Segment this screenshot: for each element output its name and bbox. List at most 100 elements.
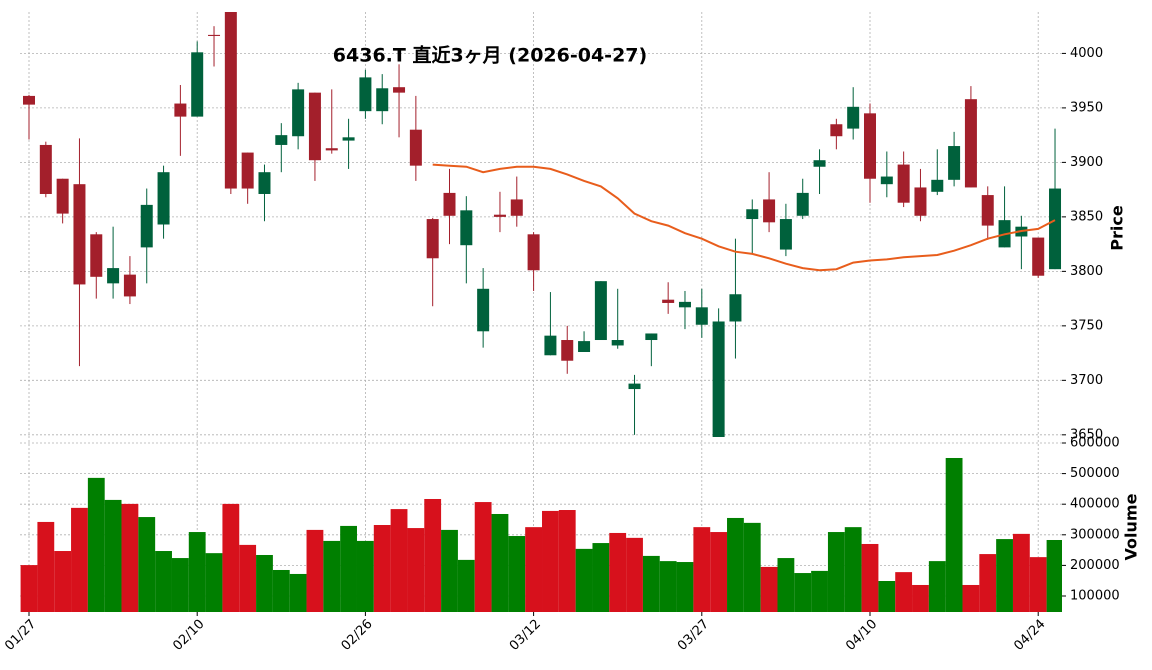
candle-body	[628, 383, 641, 390]
volume-bar	[710, 532, 728, 612]
candle-body	[864, 113, 876, 179]
volume-bar	[693, 527, 711, 612]
candle-body	[460, 210, 473, 246]
price-panel	[23, 12, 1062, 437]
candle-body	[409, 129, 422, 166]
x-tick-label: 02/10	[170, 617, 207, 654]
candle-body	[645, 333, 658, 341]
candle-body	[914, 187, 927, 216]
volume-bar	[827, 532, 845, 612]
candle-body	[981, 195, 994, 226]
volume-panel	[20, 457, 1062, 612]
candle-body	[594, 281, 607, 341]
volume-bar	[962, 584, 980, 612]
candle-body	[527, 234, 540, 271]
volume-bar	[155, 551, 172, 612]
candle-body	[359, 77, 372, 112]
volume-bar	[760, 566, 778, 612]
y-tick-label: 3850	[1070, 209, 1103, 224]
volume-bar	[37, 521, 55, 612]
candle-body	[39, 144, 52, 194]
volume-bar	[441, 529, 458, 612]
volume-bar	[171, 558, 189, 612]
candle-body	[678, 301, 691, 308]
volume-bar	[188, 532, 206, 612]
candle-body	[308, 92, 321, 161]
volume-bar	[676, 562, 694, 612]
candle-body	[931, 179, 944, 192]
volume-bar	[104, 499, 122, 612]
volume-bar	[945, 457, 963, 612]
candle-body	[56, 178, 69, 214]
volume-bar	[878, 581, 896, 612]
candle-body	[174, 103, 187, 117]
candle-body	[712, 321, 725, 437]
volume-bar	[928, 561, 946, 612]
candle-body	[107, 268, 120, 284]
volume-bar	[407, 528, 425, 612]
candle-body	[23, 95, 35, 105]
volume-bar	[525, 527, 543, 612]
x-tick-label: 04/24	[1011, 617, 1048, 654]
candle-body	[510, 199, 523, 216]
volume-bar	[979, 554, 997, 612]
volume-bar	[323, 540, 341, 612]
volume-bar	[895, 572, 913, 612]
volume-bar	[659, 561, 677, 612]
candle-body	[662, 299, 675, 303]
candle-body	[897, 164, 910, 203]
volume-bar	[222, 503, 240, 612]
candle-body	[830, 124, 843, 137]
candle-body	[493, 214, 506, 217]
volume-bar	[743, 522, 761, 612]
volume-bar	[558, 510, 576, 612]
candle-body	[376, 88, 389, 112]
candle-body	[948, 146, 961, 180]
candle-body	[157, 172, 170, 225]
candle-body	[123, 274, 136, 297]
candle-body	[729, 294, 742, 322]
y-tick-label: 3750	[1070, 318, 1103, 333]
volume-bar	[592, 543, 610, 612]
candle-body	[813, 160, 826, 167]
candle-body	[763, 199, 776, 223]
y-axis-label: Price	[1108, 205, 1127, 251]
candle-body	[847, 106, 860, 129]
volume-bar	[54, 551, 72, 612]
volume-bar	[424, 498, 442, 612]
candle-body	[426, 219, 439, 259]
candle-body	[224, 12, 237, 189]
candle-body	[258, 172, 271, 194]
candle-body	[73, 184, 86, 285]
volume-bar	[777, 558, 795, 612]
candle-body	[695, 307, 708, 325]
volume-tick-label: 100000	[1070, 588, 1120, 603]
y-tick-label: 4000	[1070, 46, 1103, 61]
volume-bar	[71, 507, 88, 612]
volume-bar	[256, 554, 273, 612]
volume-bar	[138, 517, 156, 612]
volume-bar	[239, 544, 257, 612]
x-tick-label: 04/10	[843, 617, 880, 654]
candle-body	[90, 234, 103, 277]
volume-bar	[289, 573, 307, 612]
candle-body	[578, 341, 591, 352]
volume-bar	[390, 509, 408, 612]
y-tick-label: 3700	[1070, 373, 1103, 388]
volume-bar	[474, 502, 492, 612]
chart-title: 6436.T 直近3ヶ月 (2026-04-27)	[333, 44, 647, 67]
candle-body	[208, 34, 221, 36]
volume-bar	[340, 525, 357, 612]
volume-tick-label: 200000	[1070, 558, 1120, 573]
volume-bar	[642, 555, 660, 612]
candle-body	[796, 192, 809, 216]
volume-bar	[491, 513, 509, 612]
candle-body	[779, 219, 792, 250]
volume-bar	[609, 532, 627, 612]
candle-body	[342, 137, 355, 141]
candle-body	[140, 204, 153, 248]
volume-bar	[996, 539, 1013, 612]
candle-body	[241, 152, 254, 189]
y-tick-label: 3950	[1070, 100, 1103, 115]
candle-body	[275, 135, 288, 145]
